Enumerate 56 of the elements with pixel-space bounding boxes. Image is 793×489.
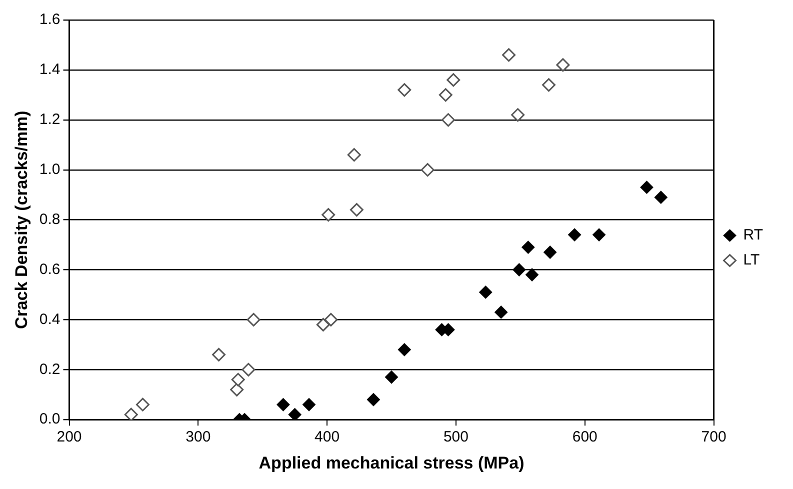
x-tick-label: 200 xyxy=(56,428,82,446)
y-tick-label: 1.4 xyxy=(39,61,60,78)
point xyxy=(288,408,302,420)
point xyxy=(124,408,138,420)
x-tick-label: 400 xyxy=(314,428,340,446)
x-tick-label: 300 xyxy=(186,428,211,446)
point xyxy=(446,73,460,87)
point xyxy=(494,306,508,319)
point xyxy=(385,370,398,384)
point xyxy=(322,208,336,222)
point xyxy=(640,180,654,194)
point xyxy=(230,382,244,396)
point xyxy=(398,83,412,97)
point xyxy=(366,393,380,406)
y-tick-label: 0.6 xyxy=(39,260,60,278)
point xyxy=(592,228,606,242)
point xyxy=(420,163,434,177)
legend-label: RT xyxy=(743,226,764,244)
x-tick-label: 700 xyxy=(701,428,726,446)
y-tick-label: 0.4 xyxy=(39,310,60,328)
y-tick-label: 0.8 xyxy=(39,210,60,228)
point xyxy=(398,343,411,356)
point xyxy=(544,246,557,259)
y-axis-title: Crack Density (cracks/mm) xyxy=(12,110,31,329)
x-tick-label: 600 xyxy=(572,428,598,446)
point xyxy=(316,318,330,332)
point xyxy=(556,58,570,72)
point xyxy=(276,398,290,412)
x-tick-label: 500 xyxy=(443,428,468,446)
point xyxy=(441,113,455,127)
point xyxy=(302,398,316,412)
legend-label: LT xyxy=(743,252,760,269)
point xyxy=(438,88,452,102)
point xyxy=(479,286,492,299)
point xyxy=(231,372,245,386)
point xyxy=(212,348,226,362)
point xyxy=(511,108,525,122)
point xyxy=(347,148,361,162)
y-tick-label: 0.0 xyxy=(39,410,60,428)
point xyxy=(242,362,256,376)
x-axis-title: Applied mechanical stress (MPa) xyxy=(258,453,524,472)
point xyxy=(350,203,364,217)
point xyxy=(522,240,535,254)
point xyxy=(136,398,150,412)
point xyxy=(324,312,338,326)
y-tick-label: 0.2 xyxy=(39,360,60,378)
point xyxy=(502,48,516,62)
y-tick-label: 1.0 xyxy=(39,160,60,178)
point xyxy=(526,268,539,282)
point xyxy=(512,263,526,276)
point xyxy=(246,312,260,326)
point xyxy=(654,190,668,204)
point xyxy=(542,78,556,92)
point xyxy=(568,228,582,242)
y-tick-label: 1.6 xyxy=(39,11,60,28)
y-tick-label: 1.2 xyxy=(39,111,60,128)
